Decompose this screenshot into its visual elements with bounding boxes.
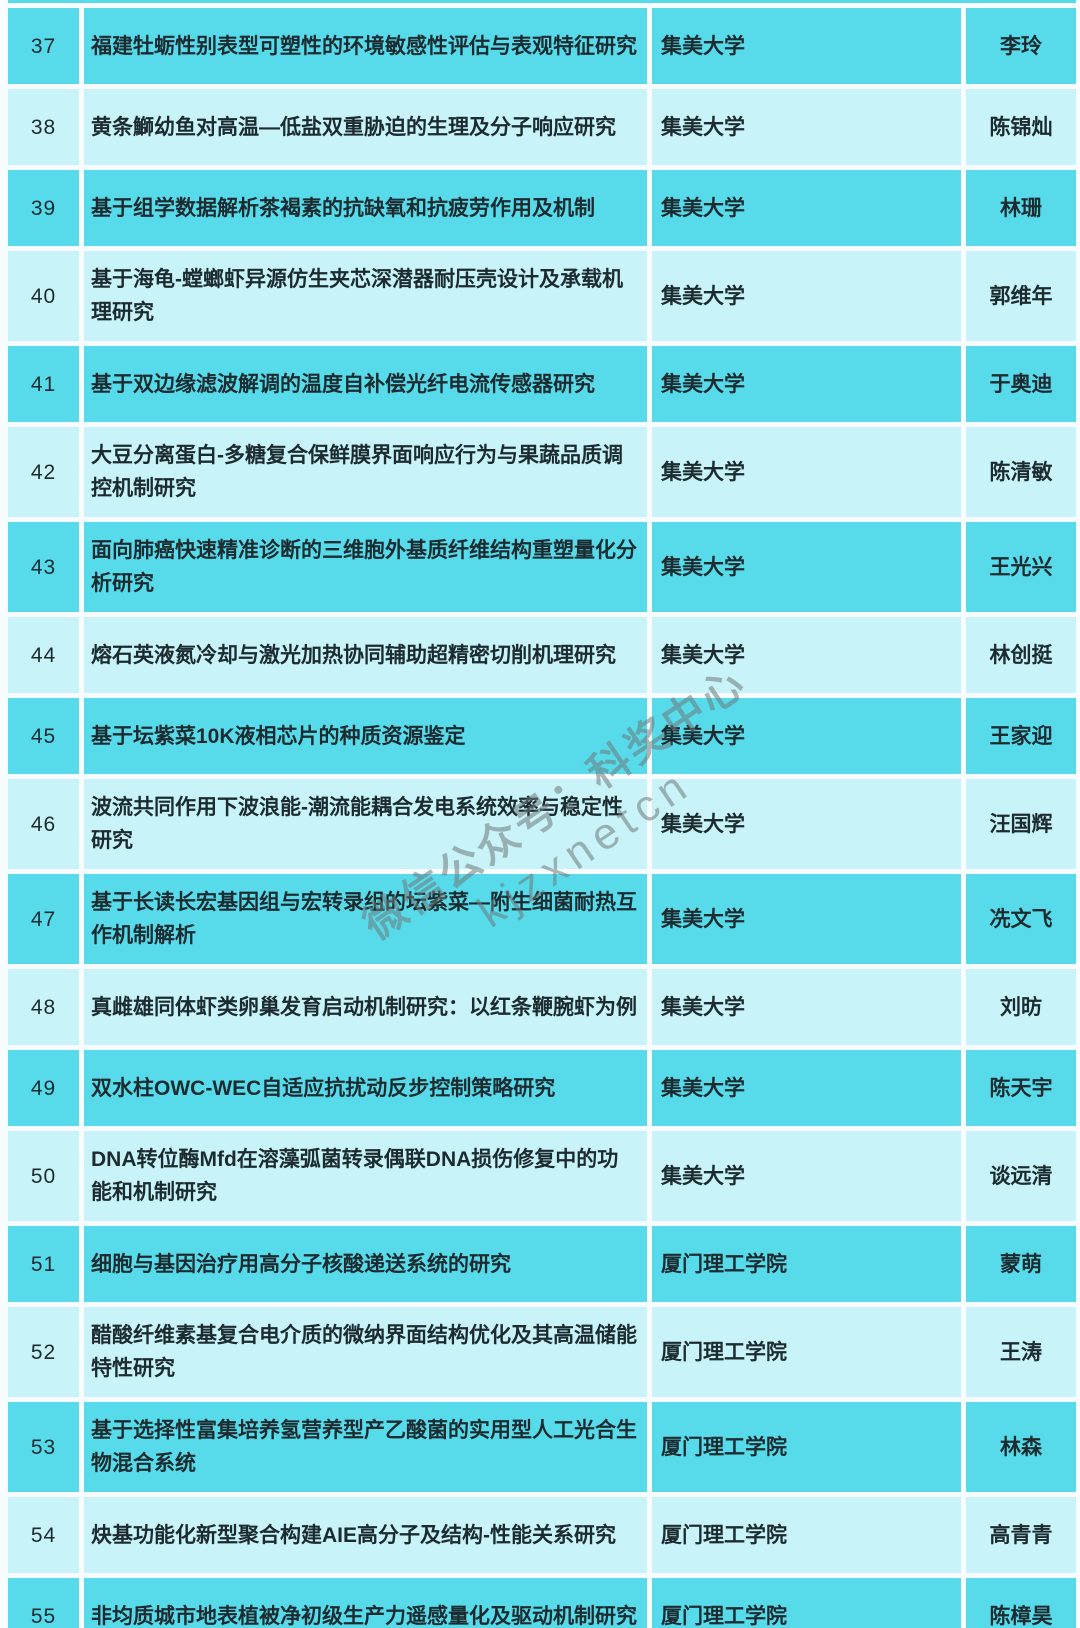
row-number-cell: 38 — [8, 89, 79, 165]
row-number-cell: 49 — [8, 1050, 79, 1126]
institution-cell: 集美大学 — [652, 698, 961, 774]
leader-name-cell: 陈樟昊 — [966, 1578, 1076, 1628]
row-number-cell: 39 — [8, 170, 79, 246]
project-title-cell: 细胞与基因治疗用高分子核酸递送系统的研究 — [84, 1226, 647, 1302]
row-number-cell: 45 — [8, 698, 79, 774]
table-row: 42 大豆分离蛋白-多糖复合保鲜膜界面响应行为与果蔬品质调控机制研究 集美大学 … — [8, 427, 1076, 517]
project-title-cell: 熔石英液氮冷却与激光加热协同辅助超精密切削机理研究 — [84, 617, 647, 693]
row-number-cell: 55 — [8, 1578, 79, 1628]
table-row: 43 面向肺癌快速精准诊断的三维胞外基质纤维结构重塑量化分析研究 集美大学 王光… — [8, 522, 1076, 612]
project-title-cell: 基于坛紫菜10K液相芯片的种质资源鉴定 — [84, 698, 647, 774]
table-row: 46 波流共同作用下波浪能-潮流能耦合发电系统效率与稳定性研究 集美大学 汪国辉 — [8, 779, 1076, 869]
table-row: 44 熔石英液氮冷却与激光加热协同辅助超精密切削机理研究 集美大学 林创挺 — [8, 617, 1076, 693]
leader-name-cell: 林创挺 — [966, 617, 1076, 693]
project-title-cell: DNA转位酶Mfd在溶藻弧菌转录偶联DNA损伤修复中的功能和机制研究 — [84, 1131, 647, 1221]
project-title-cell: 基于海龟-螳螂虾异源仿生夹芯深潜器耐压壳设计及承载机理研究 — [84, 251, 647, 341]
leader-name-cell: 蒙萌 — [966, 1226, 1076, 1302]
table-row: 49 双水柱OWC-WEC自适应抗扰动反步控制策略研究 集美大学 陈天宇 — [8, 1050, 1076, 1126]
project-title-cell: 面向肺癌快速精准诊断的三维胞外基质纤维结构重塑量化分析研究 — [84, 522, 647, 612]
leader-name-cell: 林森 — [966, 1402, 1076, 1492]
leader-name-cell: 汪国辉 — [966, 779, 1076, 869]
table-body: 37 福建牡蛎性别表型可塑性的环境敏感性评估与表观特征研究 集美大学 李玲 38… — [8, 8, 1076, 1628]
leader-name-cell: 王光兴 — [966, 522, 1076, 612]
leader-name-cell: 陈天宇 — [966, 1050, 1076, 1126]
project-title-cell: 双水柱OWC-WEC自适应抗扰动反步控制策略研究 — [84, 1050, 647, 1126]
leader-name-cell: 林珊 — [966, 170, 1076, 246]
leader-name-cell: 高青青 — [966, 1497, 1076, 1573]
institution-cell: 集美大学 — [652, 251, 961, 341]
institution-cell: 集美大学 — [652, 617, 961, 693]
project-title-cell: 基于长读长宏基因组与宏转录组的坛紫菜—附生细菌耐热互作机制解析 — [84, 874, 647, 964]
institution-cell: 集美大学 — [652, 346, 961, 422]
table-row: 38 黄条鰤幼鱼对高温—低盐双重胁迫的生理及分子响应研究 集美大学 陈锦灿 — [8, 89, 1076, 165]
row-number-cell: 44 — [8, 617, 79, 693]
leader-name-cell: 李玲 — [966, 8, 1076, 84]
project-title-cell: 醋酸纤维素基复合电介质的微纳界面结构优化及其高温储能特性研究 — [84, 1307, 647, 1397]
row-number-cell: 46 — [8, 779, 79, 869]
leader-name-cell: 陈锦灿 — [966, 89, 1076, 165]
leader-name-cell: 冼文飞 — [966, 874, 1076, 964]
leader-name-cell: 谈远清 — [966, 1131, 1076, 1221]
project-table: 37 福建牡蛎性别表型可塑性的环境敏感性评估与表观特征研究 集美大学 李玲 38… — [8, 0, 1076, 1628]
institution-cell: 集美大学 — [652, 969, 961, 1045]
institution-cell: 集美大学 — [652, 1050, 961, 1126]
leader-name-cell: 陈清敏 — [966, 427, 1076, 517]
row-number-cell: 37 — [8, 8, 79, 84]
table-row: 53 基于选择性富集培养氢营养型产乙酸菌的实用型人工光合生物混合系统 厦门理工学… — [8, 1402, 1076, 1492]
table-row: 51 细胞与基因治疗用高分子核酸递送系统的研究 厦门理工学院 蒙萌 — [8, 1226, 1076, 1302]
row-number-cell: 41 — [8, 346, 79, 422]
project-title-cell: 基于双边缘滤波解调的温度自补偿光纤电流传感器研究 — [84, 346, 647, 422]
table-row: 50 DNA转位酶Mfd在溶藻弧菌转录偶联DNA损伤修复中的功能和机制研究 集美… — [8, 1131, 1076, 1221]
institution-cell: 厦门理工学院 — [652, 1497, 961, 1573]
project-title-cell: 基于选择性富集培养氢营养型产乙酸菌的实用型人工光合生物混合系统 — [84, 1402, 647, 1492]
leader-name-cell: 郭维年 — [966, 251, 1076, 341]
table-row: 55 非均质城市地表植被净初级生产力遥感量化及驱动机制研究 厦门理工学院 陈樟昊 — [8, 1578, 1076, 1628]
table-row: 54 炔基功能化新型聚合构建AIE高分子及结构-性能关系研究 厦门理工学院 高青… — [8, 1497, 1076, 1573]
row-number-cell: 43 — [8, 522, 79, 612]
table-row: 52 醋酸纤维素基复合电介质的微纳界面结构优化及其高温储能特性研究 厦门理工学院… — [8, 1307, 1076, 1397]
institution-cell: 集美大学 — [652, 779, 961, 869]
institution-cell: 集美大学 — [652, 427, 961, 517]
project-title-cell: 福建牡蛎性别表型可塑性的环境敏感性评估与表观特征研究 — [84, 8, 647, 84]
table-row: 48 真雌雄同体虾类卵巢发育启动机制研究：以红条鞭腕虾为例 集美大学 刘昉 — [8, 969, 1076, 1045]
row-number-cell: 54 — [8, 1497, 79, 1573]
table-row: 40 基于海龟-螳螂虾异源仿生夹芯深潜器耐压壳设计及承载机理研究 集美大学 郭维… — [8, 251, 1076, 341]
row-number-cell: 42 — [8, 427, 79, 517]
row-number-cell: 51 — [8, 1226, 79, 1302]
project-title-cell: 炔基功能化新型聚合构建AIE高分子及结构-性能关系研究 — [84, 1497, 647, 1573]
institution-cell: 厦门理工学院 — [652, 1578, 961, 1628]
project-title-cell: 大豆分离蛋白-多糖复合保鲜膜界面响应行为与果蔬品质调控机制研究 — [84, 427, 647, 517]
leader-name-cell: 王家迎 — [966, 698, 1076, 774]
leader-name-cell: 于奥迪 — [966, 346, 1076, 422]
project-title-cell: 基于组学数据解析茶褐素的抗缺氧和抗疲劳作用及机制 — [84, 170, 647, 246]
row-number-cell: 47 — [8, 874, 79, 964]
leader-name-cell: 王涛 — [966, 1307, 1076, 1397]
previous-row-sliver — [8, 0, 1076, 3]
row-number-cell: 40 — [8, 251, 79, 341]
row-number-cell: 48 — [8, 969, 79, 1045]
institution-cell: 集美大学 — [652, 522, 961, 612]
institution-cell: 集美大学 — [652, 89, 961, 165]
table-row: 45 基于坛紫菜10K液相芯片的种质资源鉴定 集美大学 王家迎 — [8, 698, 1076, 774]
project-title-cell: 黄条鰤幼鱼对高温—低盐双重胁迫的生理及分子响应研究 — [84, 89, 647, 165]
institution-cell: 集美大学 — [652, 8, 961, 84]
table-row: 41 基于双边缘滤波解调的温度自补偿光纤电流传感器研究 集美大学 于奥迪 — [8, 346, 1076, 422]
institution-cell: 集美大学 — [652, 170, 961, 246]
row-number-cell: 52 — [8, 1307, 79, 1397]
table-row: 37 福建牡蛎性别表型可塑性的环境敏感性评估与表观特征研究 集美大学 李玲 — [8, 8, 1076, 84]
table-row: 47 基于长读长宏基因组与宏转录组的坛紫菜—附生细菌耐热互作机制解析 集美大学 … — [8, 874, 1076, 964]
institution-cell: 厦门理工学院 — [652, 1226, 961, 1302]
project-title-cell: 波流共同作用下波浪能-潮流能耦合发电系统效率与稳定性研究 — [84, 779, 647, 869]
institution-cell: 集美大学 — [652, 874, 961, 964]
project-title-cell: 非均质城市地表植被净初级生产力遥感量化及驱动机制研究 — [84, 1578, 647, 1628]
leader-name-cell: 刘昉 — [966, 969, 1076, 1045]
institution-cell: 厦门理工学院 — [652, 1307, 961, 1397]
row-number-cell: 53 — [8, 1402, 79, 1492]
institution-cell: 厦门理工学院 — [652, 1402, 961, 1492]
row-number-cell: 50 — [8, 1131, 79, 1221]
table-row: 39 基于组学数据解析茶褐素的抗缺氧和抗疲劳作用及机制 集美大学 林珊 — [8, 170, 1076, 246]
project-title-cell: 真雌雄同体虾类卵巢发育启动机制研究：以红条鞭腕虾为例 — [84, 969, 647, 1045]
institution-cell: 集美大学 — [652, 1131, 961, 1221]
